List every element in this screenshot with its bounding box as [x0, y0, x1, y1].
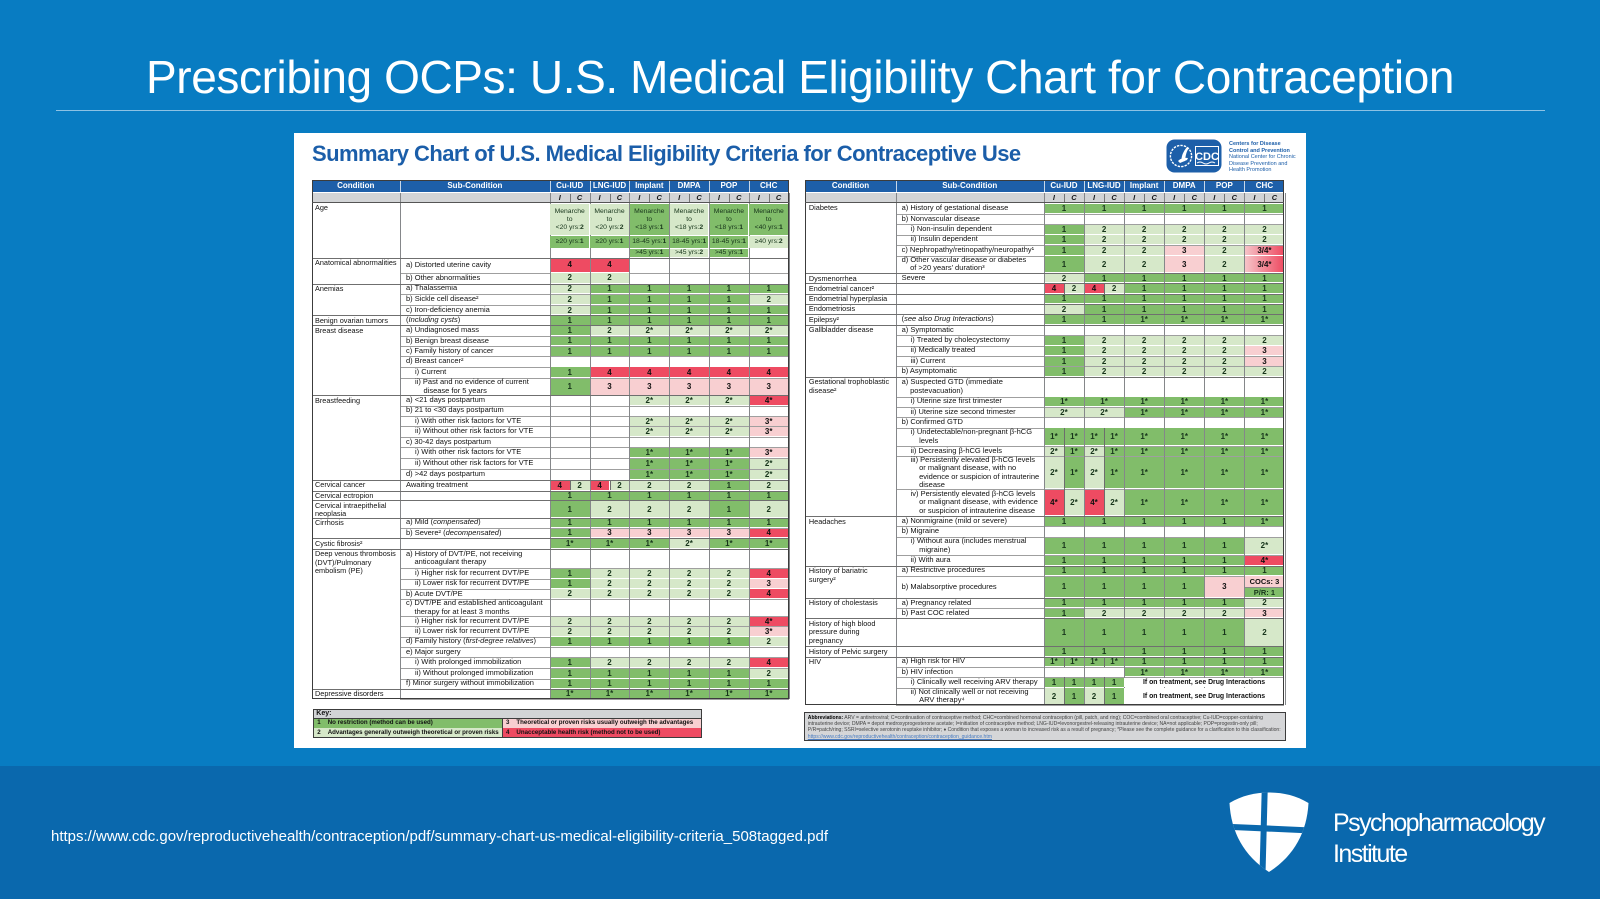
svg-text:CDC: CDC: [1195, 151, 1219, 163]
